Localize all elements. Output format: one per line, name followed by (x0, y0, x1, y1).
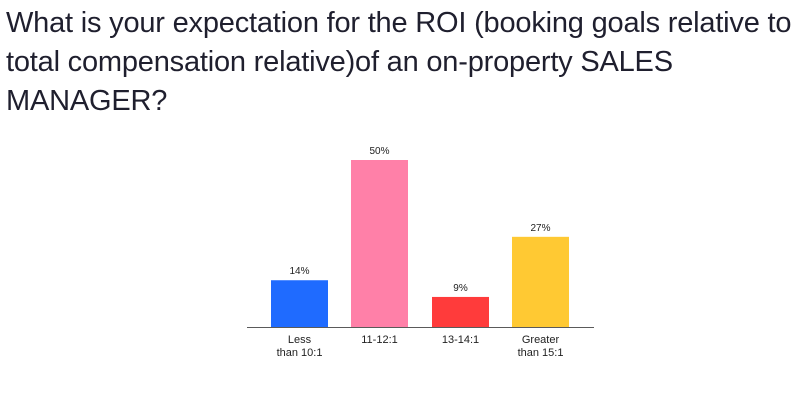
labels-layer: 14% Less than 10:1 50% 11-12:1 9% 13-14:1 27% Gr… (277, 146, 564, 359)
question-title: What is your expectation for the ROI (bo… (6, 7, 792, 117)
bar-2 (432, 296, 489, 327)
bar-0 (271, 280, 328, 327)
bar-3 (512, 236, 569, 327)
value-label-2: 9% (453, 283, 468, 294)
bars-layer (271, 160, 569, 327)
category-label-1: 11-12:1 (361, 334, 398, 346)
category-label-2: 13-14:1 (442, 334, 479, 346)
category-label-0: Less than 10:1 (277, 334, 323, 359)
value-label-1: 50% (369, 146, 389, 157)
value-label-0: 14% (289, 266, 309, 277)
category-label-3: Greater than 15:1 (518, 334, 564, 359)
bar-1 (351, 160, 408, 327)
value-label-3: 27% (530, 223, 550, 234)
